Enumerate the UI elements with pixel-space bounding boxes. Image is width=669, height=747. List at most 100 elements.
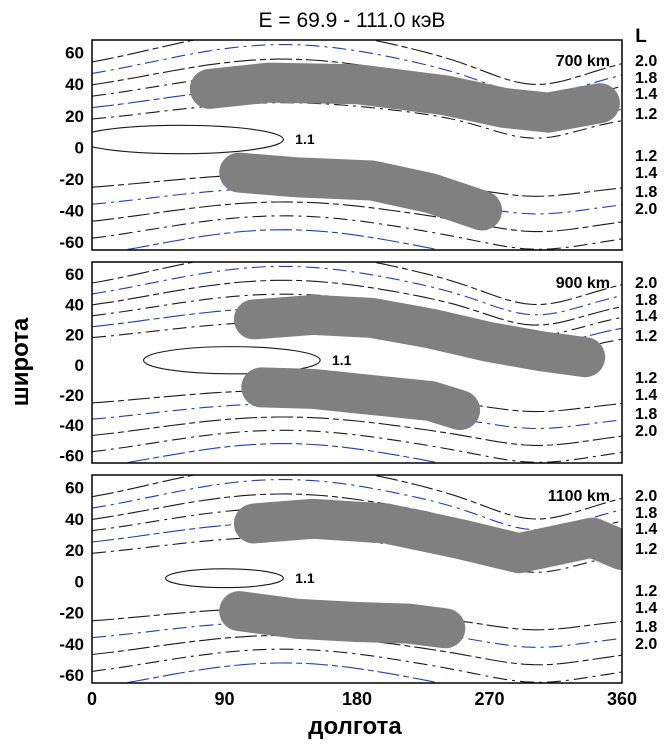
l-label-north-3: 1.2 bbox=[635, 541, 657, 558]
contour-line bbox=[92, 478, 622, 531]
band-north bbox=[233, 294, 606, 378]
contour-line bbox=[92, 44, 622, 96]
y-tick-label-1: 40 bbox=[65, 75, 84, 94]
chart-title: E = 69.9 - 111.0 кэВ bbox=[259, 9, 446, 32]
l-label-north-1: 1.8 bbox=[635, 70, 657, 87]
contour-line bbox=[92, 40, 622, 85]
contour-value-label: 1.1 bbox=[332, 352, 352, 368]
l-label-south-2: 1.8 bbox=[635, 619, 657, 636]
l-label-north-0: 2.0 bbox=[635, 488, 657, 505]
l-label-south-3: 2.0 bbox=[635, 201, 657, 218]
l-label-north-3: 1.2 bbox=[635, 328, 657, 345]
contour-line bbox=[92, 293, 622, 336]
contour-line bbox=[92, 187, 622, 215]
contour-line bbox=[92, 416, 622, 446]
band-south bbox=[219, 591, 466, 649]
panel-3-plot-area: 1.1 bbox=[92, 475, 622, 683]
panel-2-plot-area: 1.1 bbox=[92, 262, 622, 463]
y-tick-label-6: -60 bbox=[59, 666, 84, 685]
contour-line bbox=[92, 262, 622, 306]
y-tick-label-4: -20 bbox=[59, 170, 84, 189]
y-tick-label-1: 40 bbox=[65, 295, 84, 314]
contour-line bbox=[92, 648, 622, 683]
band-south bbox=[219, 152, 503, 231]
l-label-south-0: 1.2 bbox=[635, 583, 657, 600]
l-label-north-1: 1.8 bbox=[635, 292, 657, 309]
panel-frame bbox=[91, 474, 623, 684]
l-label-south-0: 1.2 bbox=[635, 148, 657, 165]
l-label-north-0: 2.0 bbox=[635, 275, 657, 292]
contour-line bbox=[92, 102, 622, 139]
panel-1-plot-area: 1.1 bbox=[92, 40, 622, 250]
l-label-north-2: 1.4 bbox=[635, 86, 657, 103]
l-label-south-2: 1.8 bbox=[635, 406, 657, 423]
contour-value-label: 1.1 bbox=[295, 570, 315, 586]
x-tick-label-3: 270 bbox=[474, 689, 504, 709]
x-tick-label-1: 90 bbox=[214, 689, 234, 709]
y-tick-label-2: 20 bbox=[65, 541, 84, 560]
altitude-label: 1100 km bbox=[548, 488, 610, 505]
l-label-north-2: 1.4 bbox=[635, 521, 657, 538]
contour-line bbox=[121, 443, 442, 463]
y-tick-label-3: 0 bbox=[75, 356, 84, 375]
contour-1-1 bbox=[142, 346, 321, 375]
contour-line bbox=[92, 279, 622, 326]
panel-frame bbox=[91, 39, 623, 251]
contour-line bbox=[92, 621, 622, 648]
y-tick-label-5: -40 bbox=[59, 635, 84, 654]
altitude-label: 900 km bbox=[556, 275, 610, 292]
band-south bbox=[241, 367, 481, 431]
y-tick-label-4: -20 bbox=[59, 604, 84, 623]
l-label-south-0: 1.2 bbox=[635, 370, 657, 387]
contour-line bbox=[92, 429, 622, 463]
y-tick-label-4: -20 bbox=[59, 386, 84, 405]
y-tick-label-2: 20 bbox=[65, 326, 84, 345]
contour-line bbox=[121, 229, 443, 250]
contour-line bbox=[92, 201, 622, 233]
l-label-north-1: 1.8 bbox=[635, 505, 657, 522]
contour-line bbox=[92, 215, 622, 250]
y-tick-label-6: -60 bbox=[59, 233, 84, 252]
band-north bbox=[189, 62, 620, 133]
l-label-south-1: 1.4 bbox=[635, 387, 657, 404]
l-label-north-3: 1.2 bbox=[635, 106, 657, 123]
y-tick-label-0: 60 bbox=[65, 479, 84, 498]
contour-1-1 bbox=[165, 568, 284, 589]
x-tick-label-4: 360 bbox=[607, 689, 637, 709]
l-label-north-0: 2.0 bbox=[635, 53, 657, 70]
right-axis-label: L bbox=[635, 26, 647, 47]
x-axis-label: долгота bbox=[308, 713, 402, 740]
y-tick-label-5: -40 bbox=[59, 202, 84, 221]
x-tick-label-0: 0 bbox=[87, 689, 97, 709]
contour-line bbox=[92, 536, 622, 573]
contour-1-1 bbox=[92, 124, 284, 155]
y-tick-label-6: -60 bbox=[59, 446, 84, 465]
y-tick-label-3: 0 bbox=[75, 138, 84, 157]
y-axis-label: широта bbox=[7, 317, 34, 406]
contour-line bbox=[92, 265, 622, 316]
contour-line bbox=[92, 73, 622, 118]
band-north bbox=[233, 498, 622, 574]
contour-line bbox=[92, 403, 622, 430]
l-label-south-3: 2.0 bbox=[635, 423, 657, 440]
l-label-north-2: 1.4 bbox=[635, 308, 657, 325]
y-tick-label-2: 20 bbox=[65, 107, 84, 126]
y-tick-label-0: 60 bbox=[65, 265, 84, 284]
l-label-south-3: 2.0 bbox=[635, 636, 657, 653]
contour-line bbox=[92, 475, 622, 520]
l-label-south-1: 1.4 bbox=[635, 600, 657, 617]
contour-value-label: 1.1 bbox=[295, 131, 315, 147]
y-tick-label-0: 60 bbox=[65, 44, 84, 63]
x-tick-label-2: 180 bbox=[342, 689, 372, 709]
l-label-south-2: 1.8 bbox=[635, 184, 657, 201]
contour-line bbox=[121, 662, 443, 683]
panel-frame bbox=[91, 261, 623, 464]
x-ticks-group: 0 90 180 270 360 bbox=[87, 689, 637, 709]
y-tick-label-3: 0 bbox=[75, 572, 84, 591]
contour-line bbox=[92, 507, 622, 552]
